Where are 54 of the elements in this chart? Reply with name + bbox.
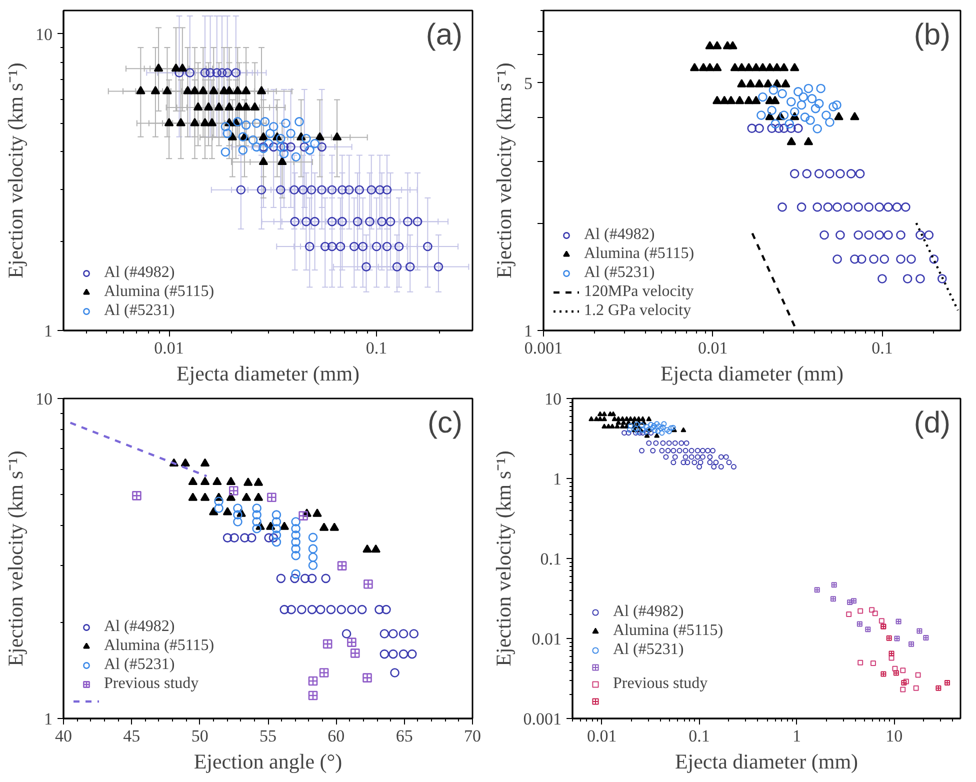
x-axis-title: Ejecta diameter (mm) bbox=[176, 362, 360, 386]
legend-label: Previous study bbox=[613, 675, 708, 693]
y-tick-label: 10 bbox=[36, 24, 52, 44]
x-tick-label: 45 bbox=[123, 726, 140, 746]
x-tick-label: 55 bbox=[260, 726, 276, 746]
legend-label: 120MPa velocity bbox=[584, 283, 694, 301]
x-tick-label: 0.01 bbox=[586, 726, 617, 746]
legend-label: Al (#5231) bbox=[104, 656, 175, 674]
legend-label: Al (#4982) bbox=[104, 264, 175, 282]
legend-label: Alumina (#5115) bbox=[104, 283, 214, 301]
y-tick-label: 1 bbox=[44, 322, 52, 340]
annotation: (b) bbox=[914, 18, 951, 52]
legend-label: 1.2 GPa velocity bbox=[584, 302, 692, 320]
y-tick-label: 0.1 bbox=[540, 550, 562, 568]
legend-label: Previous study bbox=[104, 675, 199, 693]
legend-label: Al (#4982) bbox=[613, 603, 684, 621]
y-tick-label: 0.01 bbox=[532, 630, 562, 648]
y-tick-label: 5 bbox=[524, 74, 532, 93]
legend-label: Alumina (#5115) bbox=[584, 245, 694, 263]
x-tick-label: 1 bbox=[792, 726, 801, 746]
x-axis-title: Ejection angle (°) bbox=[194, 750, 342, 774]
x-axis-title: Ejecta diameter (mm) bbox=[674, 750, 858, 774]
y-tick-label: 1 bbox=[553, 470, 562, 488]
legend-label: Al (#5231) bbox=[613, 641, 684, 659]
x-tick-label: 60 bbox=[328, 726, 345, 746]
y-tick-label: 1 bbox=[524, 322, 532, 340]
legend-label: Al (#4982) bbox=[104, 618, 175, 636]
x-axis-title: Ejecta diameter (mm) bbox=[660, 362, 844, 386]
x-tick-label: 0.1 bbox=[366, 338, 388, 358]
y-axis-title: Ejection velocity (km s⁻¹) bbox=[491, 450, 516, 666]
legend-label: Al (#5231) bbox=[104, 302, 175, 320]
y-axis-title: Ejection velocity (km s⁻¹) bbox=[4, 62, 28, 278]
legend-label: Al (#4982) bbox=[584, 226, 655, 244]
x-tick-label: 10 bbox=[886, 726, 903, 746]
x-tick-label: 0.01 bbox=[154, 338, 184, 358]
annotation: (d) bbox=[914, 406, 951, 440]
x-tick-label: 40 bbox=[55, 726, 72, 746]
legend-label: Alumina (#5115) bbox=[613, 622, 724, 640]
annotation: (c) bbox=[428, 406, 463, 440]
legend-label: Al (#5231) bbox=[584, 264, 655, 282]
x-tick-label: 70 bbox=[464, 726, 481, 746]
y-axis-title: Ejection velocity (km s⁻¹) bbox=[492, 62, 516, 278]
x-tick-label: 0.1 bbox=[872, 338, 893, 358]
y-axis-title: Ejection velocity (km s⁻¹) bbox=[4, 450, 28, 666]
x-tick-label: 0.01 bbox=[698, 338, 728, 358]
x-tick-label: 0.1 bbox=[688, 726, 710, 746]
y-tick-label: 1 bbox=[44, 710, 52, 728]
x-tick-label: 65 bbox=[396, 726, 413, 746]
y-tick-label: 10 bbox=[36, 390, 52, 408]
y-tick-label: 0.001 bbox=[523, 710, 562, 728]
legend-label: Alumina (#5115) bbox=[104, 637, 214, 655]
annotation: (a) bbox=[426, 18, 463, 52]
y-tick-label: 10 bbox=[544, 390, 562, 408]
x-tick-label: 50 bbox=[191, 726, 208, 746]
